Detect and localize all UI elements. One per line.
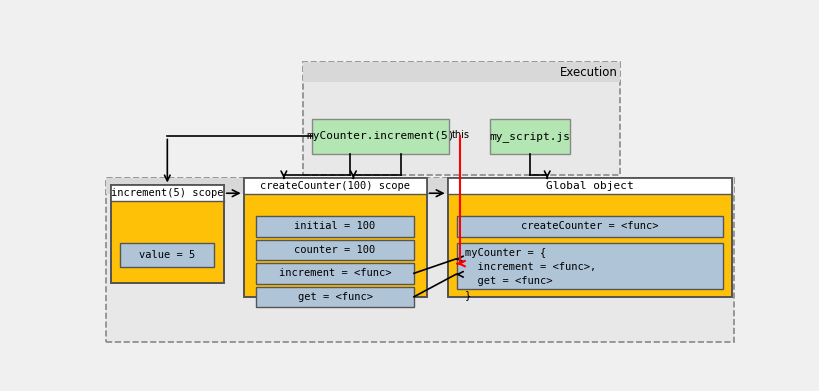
Bar <box>120 242 214 267</box>
Text: myCounter = {
  increment = <func>,
  get = <func>
}: myCounter = { increment = <func>, get = … <box>464 248 595 300</box>
Text: createCounter = <func>: createCounter = <func> <box>521 221 658 231</box>
Bar <box>243 178 426 298</box>
Text: get = <func>: get = <func> <box>297 292 372 302</box>
Bar <box>456 242 722 289</box>
Bar <box>490 119 569 154</box>
Bar <box>111 185 224 283</box>
Text: Global object: Global object <box>545 181 633 191</box>
Text: initial = 100: initial = 100 <box>294 221 375 231</box>
Bar <box>256 216 414 237</box>
Bar <box>312 119 448 154</box>
Bar <box>111 185 224 283</box>
Bar <box>106 178 733 342</box>
Text: createCounter(100) scope: createCounter(100) scope <box>260 181 410 191</box>
Bar <box>256 240 414 260</box>
Bar <box>256 263 414 283</box>
Text: counter = 100: counter = 100 <box>294 245 375 255</box>
Text: myCounter.increment(5): myCounter.increment(5) <box>306 131 455 142</box>
Bar <box>456 216 722 237</box>
Text: Execution: Execution <box>559 66 617 79</box>
Bar <box>256 287 414 307</box>
Bar <box>243 178 426 298</box>
Bar <box>243 178 426 194</box>
Bar <box>111 185 224 201</box>
Bar <box>106 178 733 194</box>
Bar <box>447 178 731 298</box>
Bar <box>302 62 620 82</box>
Text: this: this <box>450 130 468 140</box>
Text: my_script.js: my_script.js <box>489 131 570 142</box>
Text: value = 5: value = 5 <box>138 250 195 260</box>
Text: Scope objects: Scope objects <box>648 182 730 195</box>
Text: increment(5) scope: increment(5) scope <box>111 188 224 198</box>
Bar <box>302 62 620 175</box>
Bar <box>447 178 731 298</box>
Bar <box>447 178 731 194</box>
Text: increment = <func>: increment = <func> <box>278 268 391 278</box>
